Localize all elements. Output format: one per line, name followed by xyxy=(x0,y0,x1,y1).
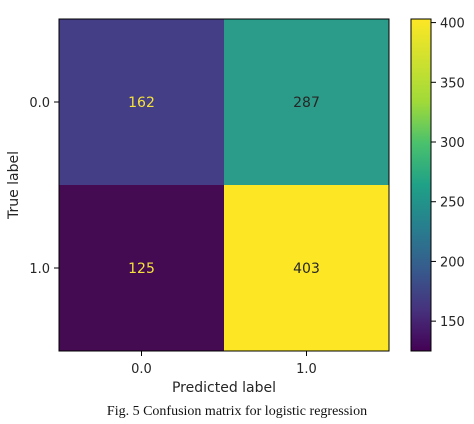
y-tick-label-0: 0.0 xyxy=(29,96,50,111)
matrix-cell-0-1 xyxy=(224,19,389,185)
colorbar-tick-label-5: 400 xyxy=(440,17,465,32)
x-axis-ticks: 0.0 1.0 xyxy=(131,351,317,377)
matrix-cell-label-1-1: 403 xyxy=(293,261,320,277)
colorbar-tick-label-4: 350 xyxy=(440,76,465,91)
colorbar-tick-label-3: 300 xyxy=(440,136,465,151)
colorbar-tick-label-2: 250 xyxy=(440,196,465,211)
colorbar-tick-label-1: 200 xyxy=(440,255,465,270)
matrix-cell-0-0 xyxy=(59,19,224,185)
confusion-matrix-chart: 162 287 125 403 0.0 1.0 0.0 1.0 Predicted lab… xyxy=(6,17,465,396)
figure-caption: Fig. 5 Confusion matrix for logistic reg… xyxy=(106,404,368,419)
y-tick-label-1: 1.0 xyxy=(29,262,50,277)
matrix-cell-labels: 162 287 125 403 xyxy=(128,95,320,277)
y-axis-ticks: 0.0 1.0 xyxy=(29,96,59,277)
x-axis-label: Predicted label xyxy=(172,380,276,396)
matrix-cells xyxy=(59,19,389,351)
y-axis-label: True label xyxy=(6,151,22,220)
matrix-cell-1-1 xyxy=(224,185,389,351)
matrix-cell-label-0-0: 162 xyxy=(128,95,155,111)
colorbar xyxy=(410,18,432,352)
matrix-cell-label-1-0: 125 xyxy=(128,261,155,277)
plot-frame xyxy=(58,18,390,352)
colorbar-tick-label-0: 150 xyxy=(440,315,465,330)
colorbar-ticks: 150 200 250 300 350 400 xyxy=(431,17,465,330)
matrix-cell-label-0-1: 287 xyxy=(293,95,320,111)
matrix-cell-1-0 xyxy=(59,185,224,351)
x-tick-label-0: 0.0 xyxy=(131,362,152,377)
x-tick-label-1: 1.0 xyxy=(296,362,317,377)
